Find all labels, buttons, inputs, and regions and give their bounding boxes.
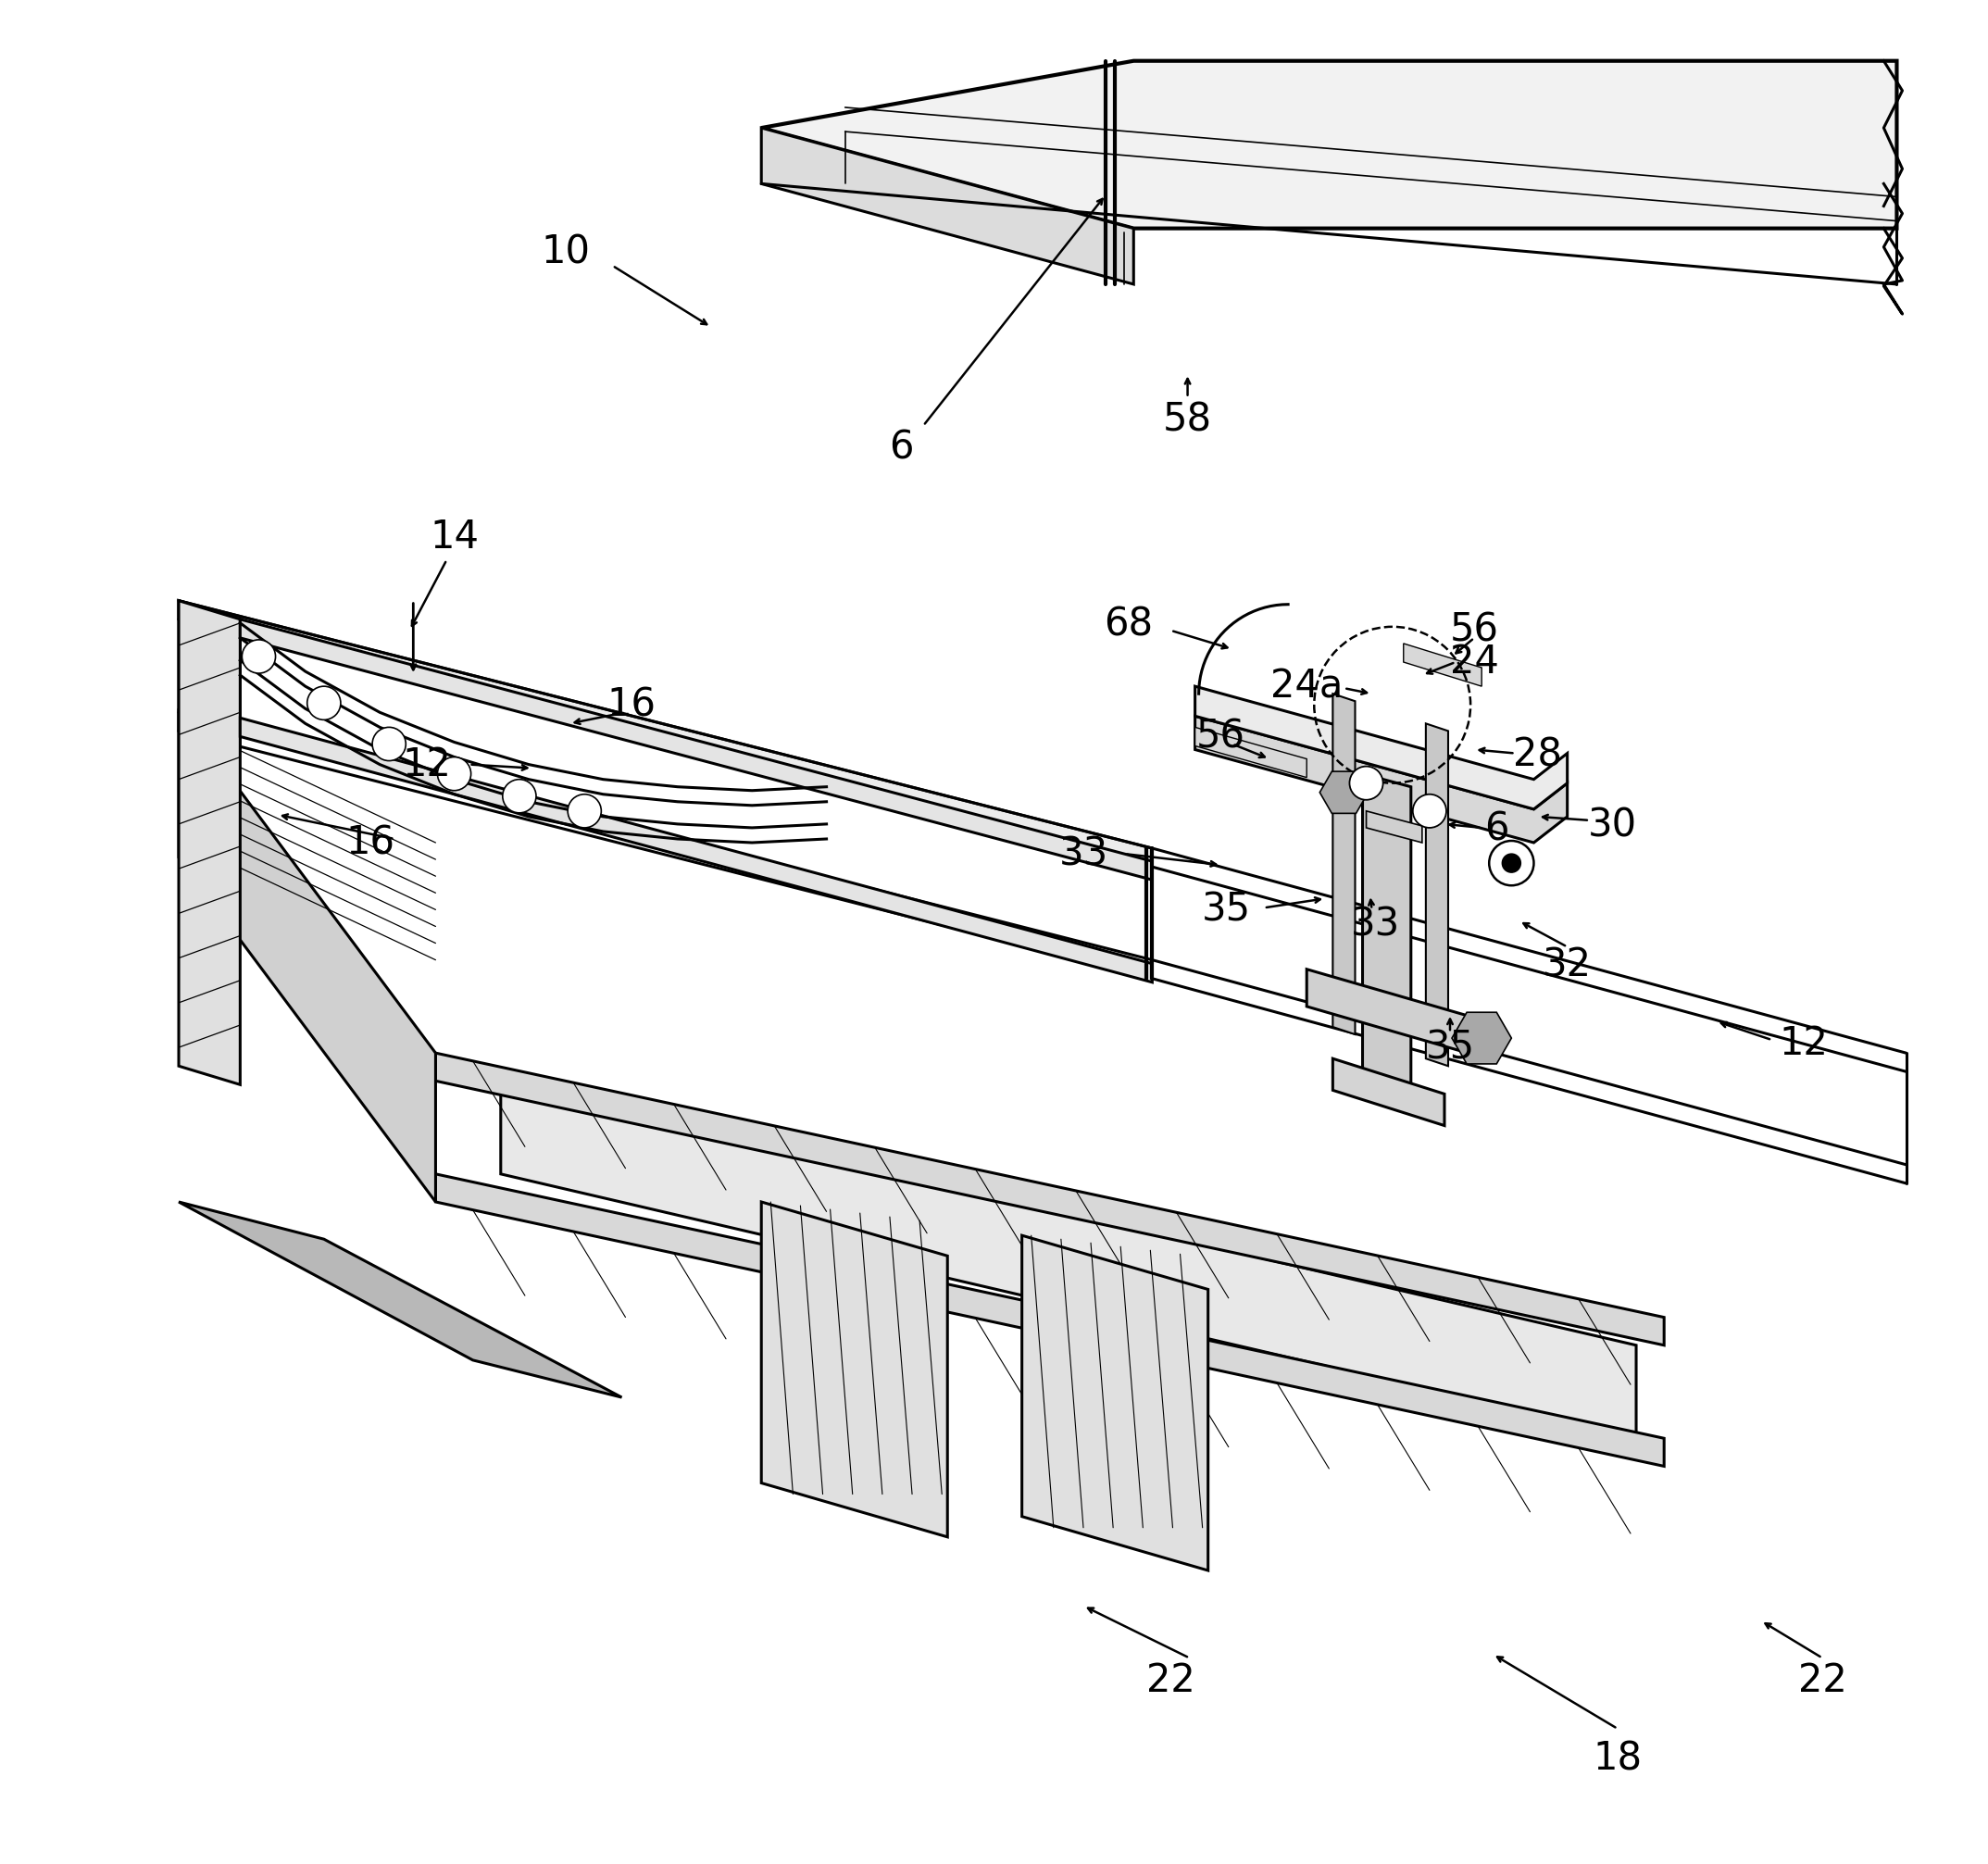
Circle shape (243, 639, 276, 673)
Text: 24a: 24a (1270, 667, 1344, 706)
Text: 22: 22 (1147, 1661, 1195, 1700)
Polygon shape (761, 129, 1133, 283)
Polygon shape (1362, 774, 1411, 1090)
Text: 6: 6 (1485, 811, 1509, 850)
Text: 35: 35 (1203, 891, 1250, 928)
Polygon shape (501, 1081, 1636, 1439)
Text: 56: 56 (1449, 611, 1499, 651)
Text: 12: 12 (1779, 1023, 1829, 1062)
Text: 14: 14 (429, 518, 479, 557)
Polygon shape (179, 1202, 622, 1398)
Polygon shape (179, 600, 1153, 867)
Polygon shape (1022, 1236, 1209, 1571)
Polygon shape (241, 718, 1153, 982)
Text: 10: 10 (541, 233, 590, 272)
Polygon shape (1332, 693, 1356, 1035)
Circle shape (1503, 854, 1521, 872)
Text: 68: 68 (1103, 606, 1153, 645)
Polygon shape (179, 708, 435, 1202)
Polygon shape (1320, 772, 1368, 813)
Text: 35: 35 (1425, 1027, 1475, 1066)
Circle shape (308, 686, 340, 720)
Text: 6: 6 (889, 429, 912, 468)
Text: 12: 12 (402, 746, 451, 785)
Polygon shape (435, 1174, 1664, 1467)
Text: 33: 33 (1060, 835, 1107, 872)
Circle shape (1350, 766, 1384, 800)
Text: 16: 16 (606, 686, 656, 725)
Polygon shape (1366, 811, 1421, 843)
Text: 58: 58 (1163, 401, 1213, 440)
Text: 28: 28 (1513, 736, 1563, 775)
Polygon shape (1404, 643, 1481, 686)
Polygon shape (1195, 686, 1567, 809)
Polygon shape (761, 62, 1897, 229)
Polygon shape (241, 619, 1153, 880)
Text: 32: 32 (1543, 947, 1592, 984)
Circle shape (372, 727, 406, 761)
Polygon shape (1332, 1059, 1445, 1126)
Circle shape (1413, 794, 1447, 828)
Polygon shape (1195, 716, 1567, 843)
Polygon shape (1425, 723, 1447, 1066)
Text: 30: 30 (1586, 807, 1636, 846)
Polygon shape (761, 1202, 948, 1538)
Circle shape (437, 757, 471, 790)
Text: 22: 22 (1797, 1661, 1847, 1700)
Polygon shape (1451, 1012, 1511, 1064)
Circle shape (503, 779, 537, 813)
Polygon shape (179, 600, 241, 749)
Polygon shape (435, 1053, 1664, 1346)
Polygon shape (1195, 727, 1306, 777)
Polygon shape (179, 600, 241, 1085)
Circle shape (569, 794, 600, 828)
Polygon shape (1306, 969, 1475, 1055)
Text: 33: 33 (1352, 906, 1400, 943)
Circle shape (1489, 841, 1535, 885)
Text: 16: 16 (346, 824, 396, 861)
Text: 18: 18 (1592, 1739, 1642, 1778)
Text: 24: 24 (1449, 643, 1499, 682)
Text: 56: 56 (1197, 718, 1246, 757)
